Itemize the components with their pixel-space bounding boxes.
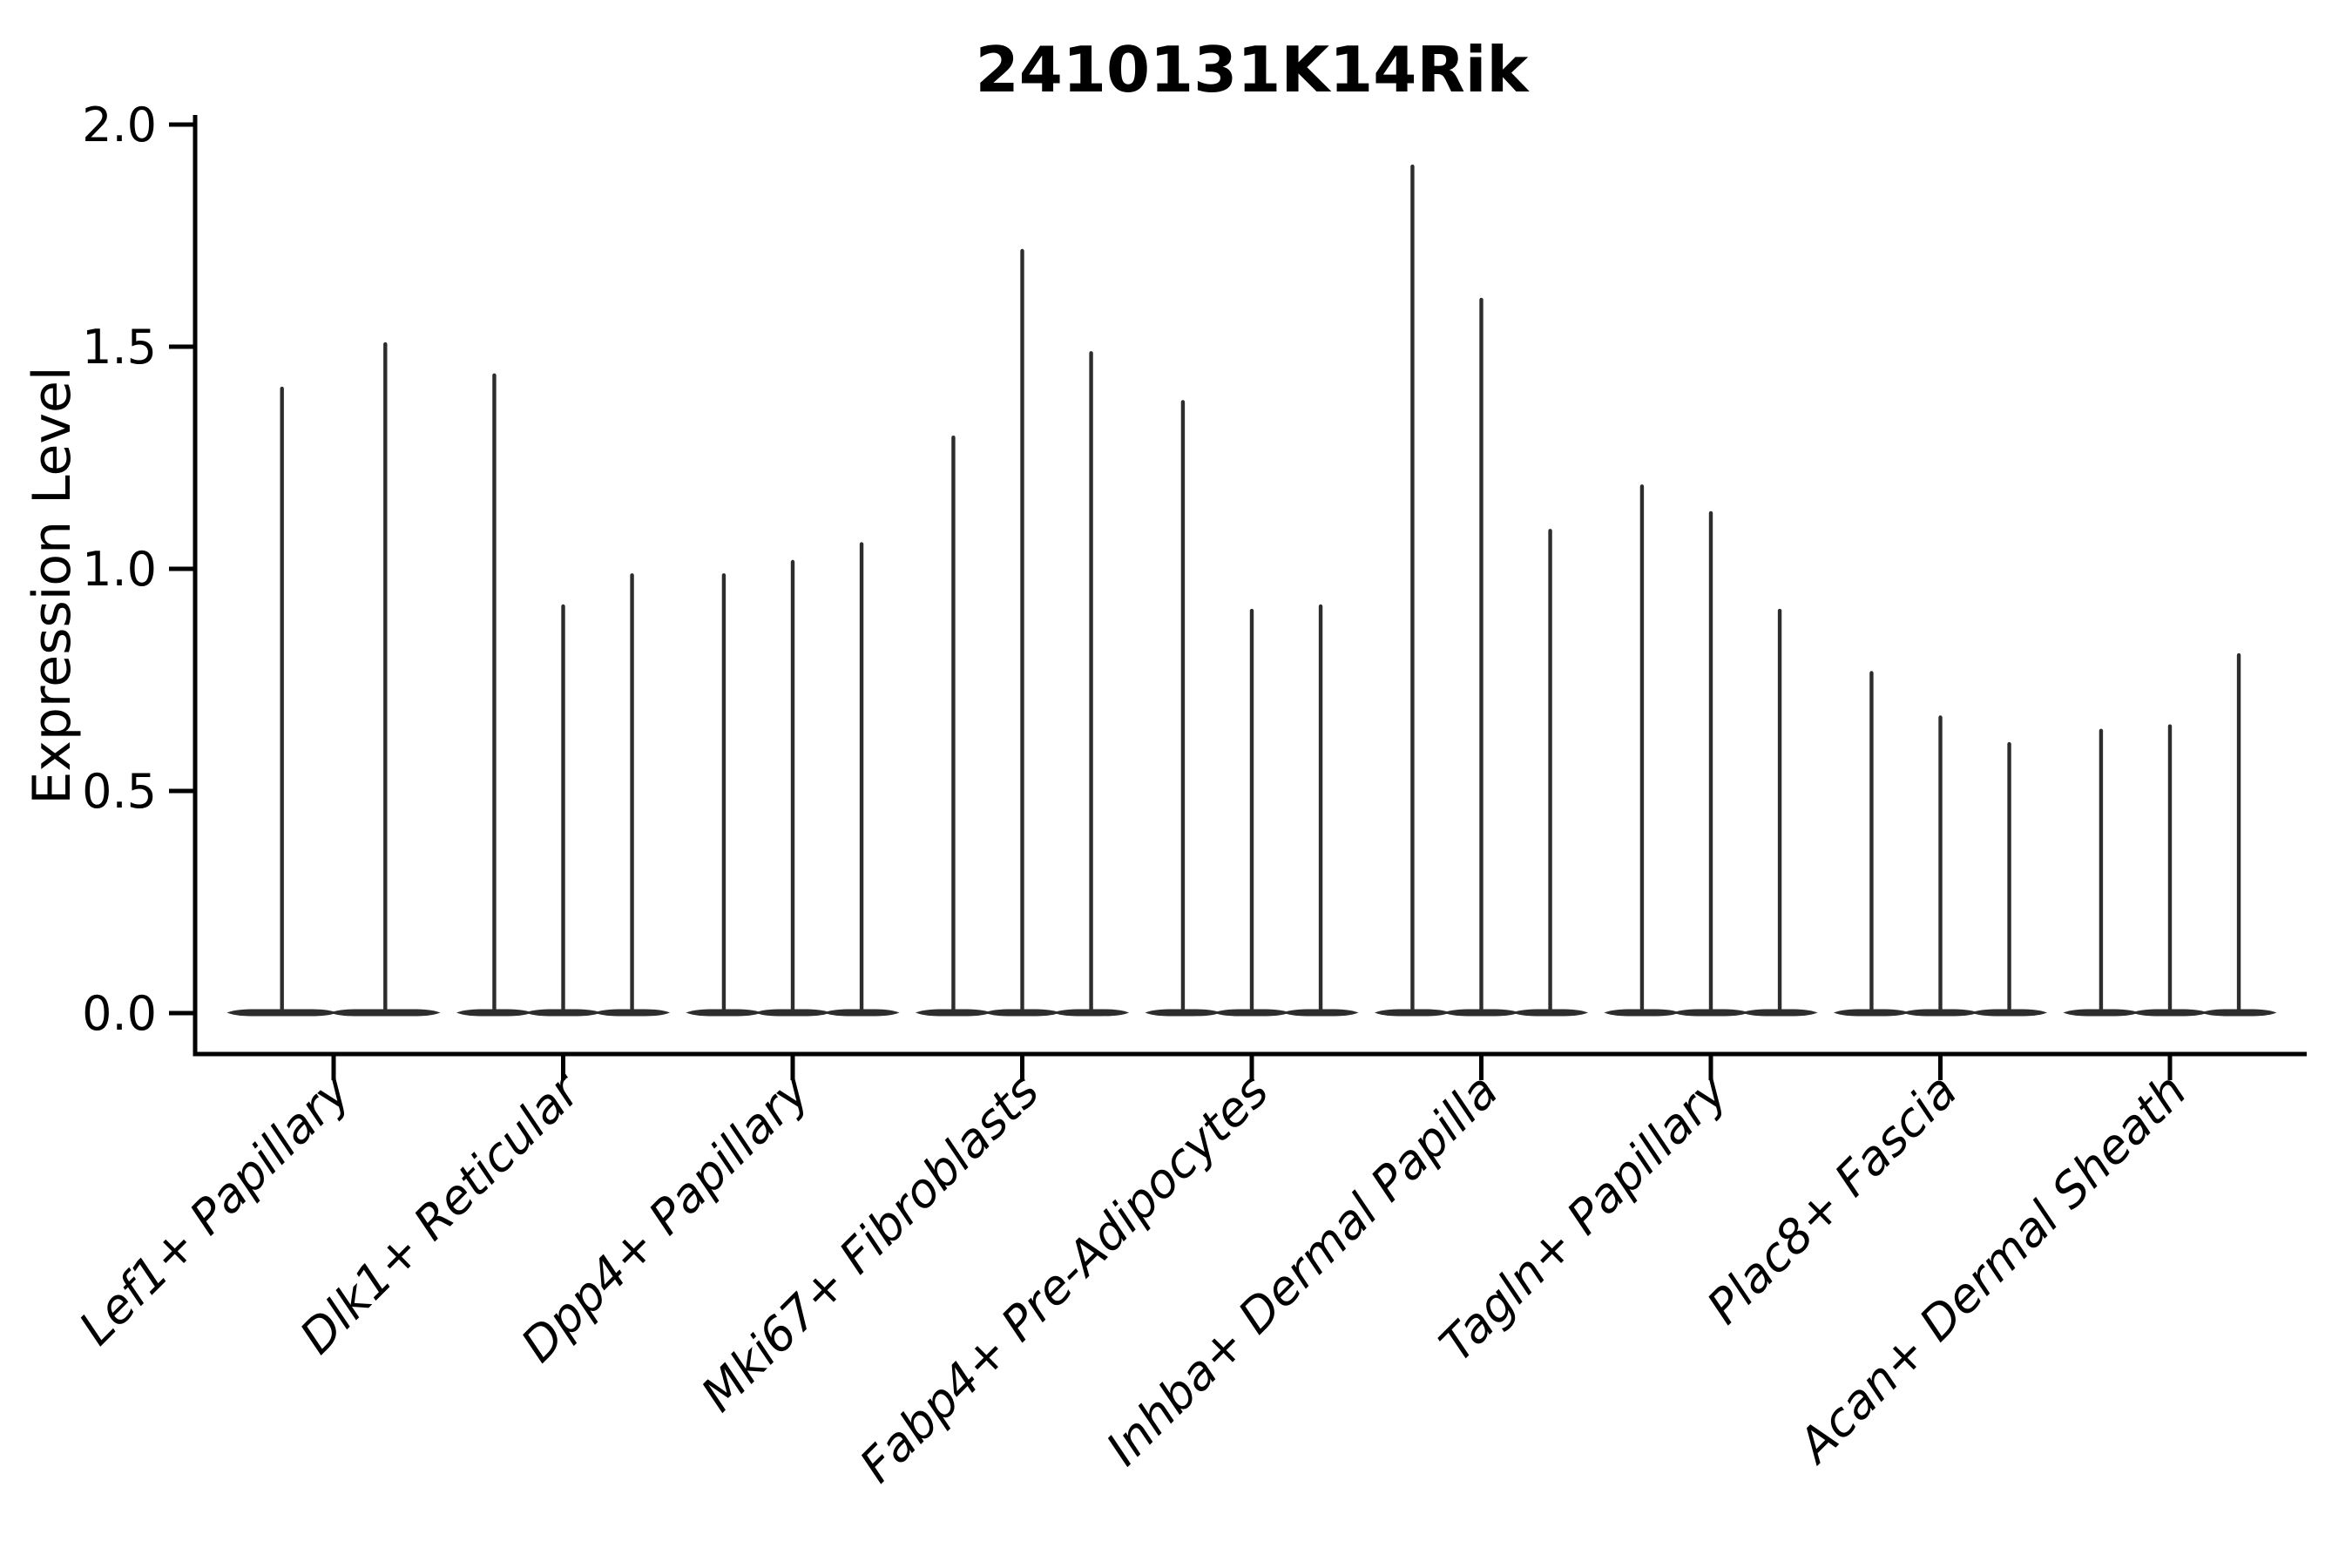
violin-body <box>686 1009 762 1017</box>
violin-max-spike <box>2236 652 2241 1011</box>
violin-body <box>2132 1009 2208 1017</box>
violin <box>983 248 1061 1017</box>
violin-max-spike <box>1938 715 1943 1011</box>
violin-max-spike <box>1249 608 1254 1011</box>
violin-max-spike <box>951 436 956 1011</box>
violin-body <box>1053 1009 1130 1017</box>
violin-max-spike <box>721 573 727 1011</box>
violin <box>1741 608 1818 1017</box>
violin-max-spike <box>630 573 634 1011</box>
violin <box>524 604 602 1017</box>
violin <box>2132 724 2208 1017</box>
violin-max-spike <box>280 386 284 1011</box>
violin-max-spike <box>2099 728 2104 1011</box>
violin-body <box>1902 1009 1979 1017</box>
y-tick-label: 1.0 <box>82 542 157 597</box>
violin-max-spike <box>2007 741 2011 1011</box>
y-axis: 0.0 0.5 1.0 1.5 2.0 <box>82 98 195 1041</box>
violin-max-spike <box>1410 164 1415 1011</box>
violin-max-spike <box>1708 510 1713 1011</box>
violin <box>594 573 671 1017</box>
violin-body <box>1512 1009 1589 1017</box>
violin <box>1374 164 1450 1017</box>
violin-max-spike <box>1869 671 1874 1011</box>
violin-body <box>2063 1009 2139 1017</box>
violin-body <box>226 1009 337 1017</box>
violin-body <box>456 1009 532 1017</box>
violin <box>915 436 991 1017</box>
violin-body <box>2200 1009 2277 1017</box>
violin-max-spike <box>1479 297 1484 1011</box>
violin-max-spike <box>1777 608 1782 1011</box>
violin-body <box>915 1009 991 1017</box>
violin-body <box>1145 1009 1221 1017</box>
violin-body <box>1213 1009 1290 1017</box>
violin <box>330 341 441 1017</box>
violin-body <box>983 1009 1061 1017</box>
violin <box>686 573 762 1017</box>
violin <box>1145 400 1221 1017</box>
violin-body <box>1971 1009 2048 1017</box>
y-tick-label: 2.0 <box>82 98 157 152</box>
y-tick-label: 0.0 <box>82 986 157 1041</box>
violin-max-spike <box>1020 248 1024 1011</box>
violin <box>1971 741 2048 1017</box>
violin-max-spike <box>859 542 864 1011</box>
violin <box>1673 510 1749 1017</box>
violin-body <box>823 1009 900 1017</box>
plot-title: 2410131K14Rik <box>976 33 1531 106</box>
violin-max-spike <box>1089 351 1093 1012</box>
violin-body <box>754 1009 831 1017</box>
violin <box>1512 529 1589 1017</box>
violin-body <box>1374 1009 1450 1017</box>
violin <box>1443 297 1520 1017</box>
violin <box>1053 351 1130 1017</box>
violin-max-spike <box>1548 529 1552 1011</box>
violin <box>1604 484 1680 1017</box>
violin <box>823 542 900 1017</box>
violin <box>1902 715 1979 1017</box>
y-tick-label: 1.5 <box>82 320 157 375</box>
violin-max-spike <box>383 341 388 1011</box>
y-tick-label: 0.5 <box>82 764 157 819</box>
violin-body <box>330 1009 441 1017</box>
violin <box>754 559 831 1017</box>
violin-body <box>1673 1009 1749 1017</box>
violin-max-spike <box>2167 724 2173 1011</box>
violin-body <box>1604 1009 1680 1017</box>
violin-max-spike <box>492 373 497 1012</box>
violin-max-spike <box>1318 604 1323 1011</box>
y-axis-label: Expression Level <box>22 366 83 804</box>
violin-body <box>594 1009 671 1017</box>
violins-layer <box>226 164 2277 1017</box>
violin-max-spike <box>561 604 565 1011</box>
violin-body <box>1741 1009 1818 1017</box>
violin-body <box>1282 1009 1359 1017</box>
violin-max-spike <box>1639 484 1645 1011</box>
violin <box>1213 608 1290 1017</box>
violin <box>1282 604 1359 1017</box>
violin-max-spike <box>790 559 795 1011</box>
violin-body <box>524 1009 602 1017</box>
violin-body <box>1833 1009 1909 1017</box>
violin-body <box>1443 1009 1520 1017</box>
violin-max-spike <box>1180 400 1186 1011</box>
violin <box>226 386 337 1017</box>
violin <box>1833 671 1909 1017</box>
violin <box>456 373 532 1017</box>
violin <box>2200 652 2277 1017</box>
violin <box>2063 728 2139 1017</box>
